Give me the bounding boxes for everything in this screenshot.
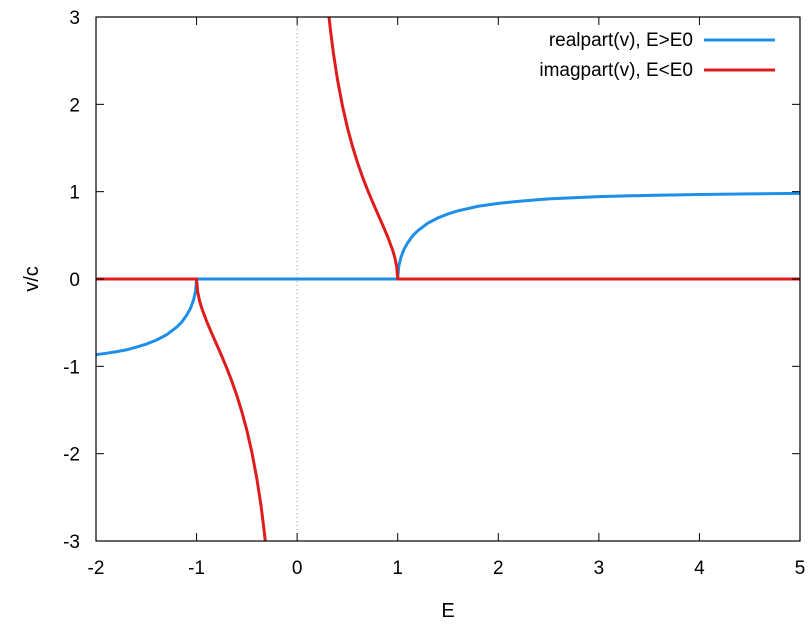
x-tick-label: 4 <box>694 558 705 579</box>
legend: realpart(v), E>E0 imagpart(v), E<E0 <box>539 30 775 81</box>
series-layer <box>96 17 800 541</box>
series-line-realpart <box>96 191 800 357</box>
legend-label-realpart: realpart(v), E>E0 <box>549 30 693 51</box>
y-tick-label: 2 <box>69 95 80 116</box>
x-tick-label: 5 <box>795 558 806 579</box>
y-tick-label: 3 <box>69 8 80 29</box>
y-tick-label: 0 <box>69 270 80 291</box>
tick-labels: -2 -1 0 1 2 3 4 5 -3 -2 -1 0 1 2 3 <box>63 8 805 579</box>
legend-label-imagpart: imagpart(v), E<E0 <box>539 60 693 81</box>
plot-frame <box>95 16 801 542</box>
y-tick-label: -3 <box>63 532 80 553</box>
y-tick-label: -2 <box>63 445 80 466</box>
x-tick-label: 0 <box>292 558 303 579</box>
series-line-imagpart-segment-0 <box>96 277 267 541</box>
y-axis-title: v/c <box>21 266 43 292</box>
x-axis-title: E <box>441 600 454 622</box>
series-line-imagpart-segment-1 <box>327 17 800 281</box>
x-tick-label: 1 <box>392 558 403 579</box>
x-tick-label: 2 <box>493 558 504 579</box>
x-tick-label: -1 <box>188 558 205 579</box>
x-tick-label: -2 <box>88 558 105 579</box>
x-tick-label: 3 <box>594 558 605 579</box>
y-tick-label: -1 <box>63 357 80 378</box>
y-tick-label: 1 <box>69 183 80 204</box>
